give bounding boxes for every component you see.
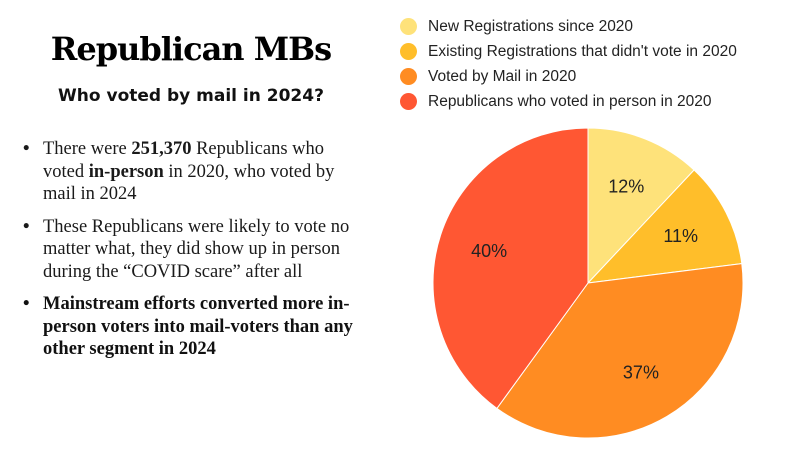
bullet-item: • Mainstream efforts converted more in-pe… <box>18 293 366 361</box>
bullet-text: There were <box>43 139 132 159</box>
legend-label: Voted by Mail in 2020 <box>428 67 577 85</box>
pie-slice <box>586 169 743 284</box>
summary-panel: Republican MBs Who voted by mail in 2024… <box>0 0 380 450</box>
bullet-text: These Republicans were likely to vote no… <box>43 216 350 282</box>
bullet-text-bold: in-person <box>88 161 164 182</box>
slice-data-label: 37% <box>623 363 659 383</box>
slice-data-label: 40% <box>471 241 507 261</box>
pie-slice <box>496 263 744 439</box>
pie-slice <box>587 127 695 285</box>
bullet-text: in 2020, who voted by mail in 2024 <box>43 161 335 205</box>
legend-item: Existing Registrations that didn't vote … <box>400 39 737 64</box>
legend-swatch-icon <box>400 68 417 85</box>
chart-legend: New Registrations since 2020 Existing Reg… <box>400 14 737 114</box>
bullet-list: • There were 251,370 Republicans who vote… <box>18 138 366 371</box>
bullet-text-bold: Mainstream efforts converted more in-per… <box>43 294 353 359</box>
slice-data-label: 12% <box>608 176 644 196</box>
bullet-text-bold: 251,370 <box>131 139 192 159</box>
slice-data-label: 11% <box>663 226 698 246</box>
legend-label: New Registrations since 2020 <box>428 17 634 35</box>
bullet-dot-icon: • <box>23 294 30 314</box>
legend-item: Voted by Mail in 2020 <box>400 64 737 89</box>
bullet-item: • There were 251,370 Republicans who vote… <box>18 138 366 206</box>
bullet-dot-icon: • <box>23 139 30 159</box>
legend-swatch-icon <box>400 43 417 60</box>
page-subtitle: Who voted by mail in 2024? <box>58 86 324 106</box>
legend-swatch-icon <box>400 93 417 110</box>
bullet-item: • These Republicans were likely to vote n… <box>18 216 366 284</box>
legend-item: New Registrations since 2020 <box>400 14 737 39</box>
pie-slice <box>432 127 589 410</box>
page-title: Republican MBs <box>50 30 332 68</box>
bullet-text: Republicans who voted <box>43 139 325 182</box>
legend-item: Republicans who voted in person in 2020 <box>400 89 737 114</box>
bullet-dot-icon: • <box>23 216 30 237</box>
legend-label: Existing Registrations that didn't vote … <box>428 42 737 60</box>
legend-swatch-icon <box>400 18 417 35</box>
legend-label: Republicans who voted in person in 2020 <box>428 92 712 110</box>
